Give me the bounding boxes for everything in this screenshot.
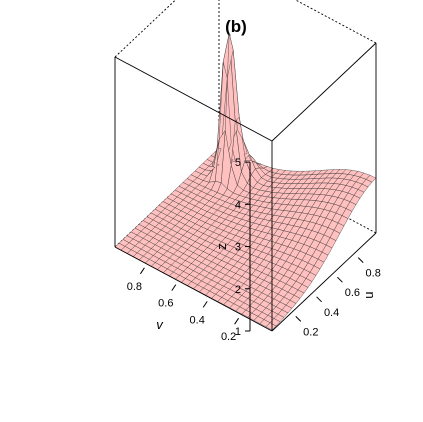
- axes: 1 2 3 4 5 z 0.2 0.4 0.6 0.8 v 0.2 0.4 0.6 0.8 u: [127, 157, 381, 343]
- box-edge: [294, 0, 377, 44]
- u-tick-mark: [295, 316, 302, 322]
- u-tick-label: 0.8: [366, 268, 381, 280]
- z-tick-label: 2: [235, 284, 241, 296]
- box-edge: [114, 246, 273, 332]
- z-tick-label: 4: [235, 199, 241, 211]
- v-tick-mark: [139, 267, 145, 275]
- v-tick-label: 0.8: [127, 281, 142, 293]
- u-axis-label: u: [361, 291, 376, 298]
- v-tick-label: 0.6: [158, 298, 173, 310]
- v-axis-label: v: [156, 317, 164, 332]
- u-tick-label: 0.4: [324, 307, 339, 319]
- chart-title: (b): [225, 17, 247, 36]
- box-edge: [271, 42, 377, 142]
- v-tick-mark: [202, 301, 208, 308]
- v-tick-label: 0.2: [221, 331, 236, 343]
- v-tick-label: 0.4: [190, 314, 205, 326]
- u-tick-label: 0.6: [345, 287, 360, 299]
- u-tick-mark: [316, 296, 322, 303]
- v-tick-mark: [234, 317, 240, 325]
- box-edge: [114, 56, 273, 142]
- z-tick-label: 1: [235, 326, 241, 338]
- plot-box-front: [114, 42, 377, 332]
- z-tick-label: 3: [235, 242, 241, 254]
- z-axis-label: z: [214, 243, 229, 250]
- u-tick-mark: [337, 276, 343, 283]
- box-edge: [114, 0, 177, 58]
- box-edge: [271, 232, 377, 332]
- v-tick-mark: [171, 284, 177, 291]
- u-tick-mark: [357, 257, 364, 263]
- z-tick-label: 5: [235, 157, 241, 169]
- u-tick-label: 0.2: [303, 326, 318, 338]
